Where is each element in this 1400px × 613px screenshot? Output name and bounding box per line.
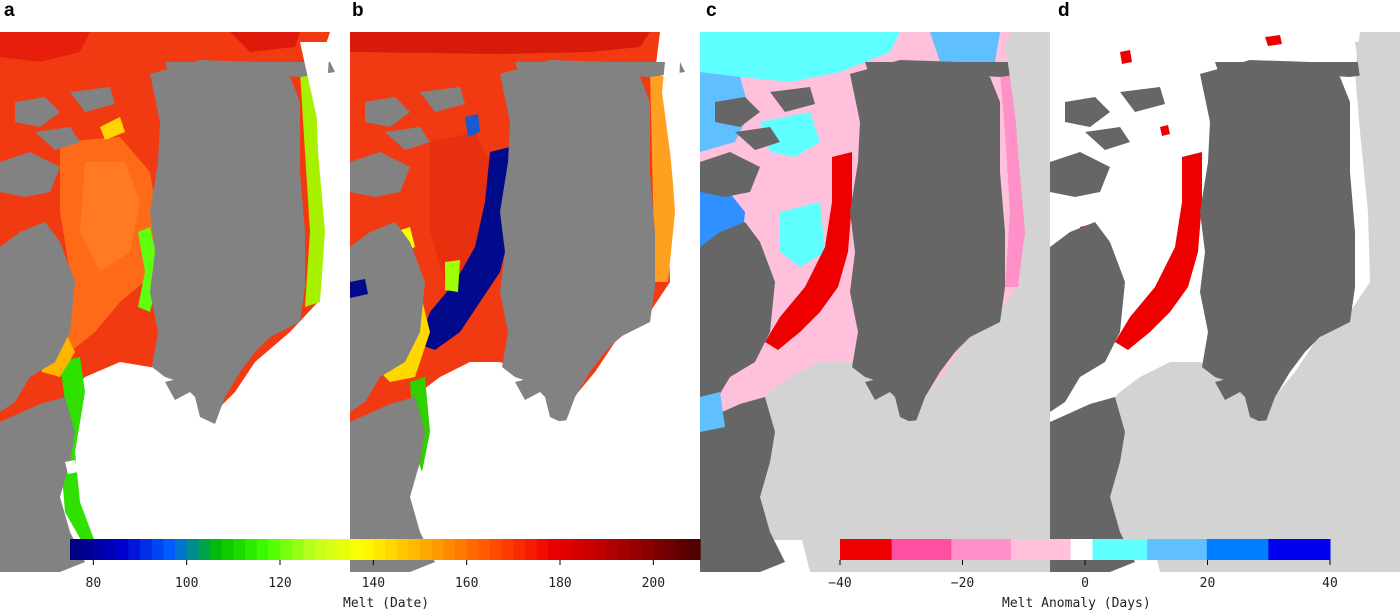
colorbar-date-label: Melt (Date) — [343, 596, 430, 611]
colorbar-date-tick-label: 120 — [268, 576, 292, 591]
colorbar-anomaly-segment — [891, 539, 952, 560]
colorbar-date-segment — [70, 539, 83, 560]
colorbar-date-tick-label: 160 — [454, 576, 479, 591]
colorbar-date-segment — [116, 539, 129, 560]
colorbar-date-segment — [583, 539, 596, 560]
colorbar-date-segment — [221, 539, 234, 560]
panel-label-c: c — [706, 0, 717, 21]
colorbar-date-segment — [665, 539, 678, 560]
colorbar-date-segment — [560, 539, 573, 560]
colorbar-date-segment — [210, 539, 223, 560]
colorbar-date-segment — [291, 539, 304, 560]
colorbar-date-segment — [151, 539, 164, 560]
colorbar-date-segment — [571, 539, 584, 560]
colorbar-anomaly-segment — [1268, 539, 1331, 560]
colorbar-date-tick-label: 180 — [548, 576, 572, 591]
colorbar-date-segment — [163, 539, 176, 560]
colorbar-date-segment — [373, 539, 386, 560]
colorbar-date-segment — [525, 539, 538, 560]
colorbar-date-segment — [361, 539, 374, 560]
colorbar-date-segment — [641, 539, 654, 560]
colorbar-date-segment — [630, 539, 643, 560]
colorbar-melt-date — [70, 539, 701, 565]
colorbar-date-segment — [350, 539, 363, 560]
panel-label-a: a — [4, 0, 15, 21]
colorbar-anomaly-segment — [1206, 539, 1269, 560]
colorbar-date-segment — [455, 539, 468, 560]
colorbar-anomaly-tick-label: −20 — [950, 576, 975, 591]
panel-a-map — [0, 32, 350, 572]
colorbar-date-segment — [676, 539, 689, 560]
colorbar-anomaly-tick-label: 20 — [1199, 576, 1216, 591]
colorbar-date-segment — [490, 539, 503, 560]
colorbar-anomaly-segment — [840, 539, 893, 560]
panel-label-b: b — [352, 0, 364, 21]
colorbar-anomaly-segment — [1070, 539, 1093, 560]
panel-d-map — [1050, 32, 1400, 572]
colorbar-date-segment — [175, 539, 188, 560]
colorbar-date-segment — [408, 539, 421, 560]
colorbar-anomaly-tick-label: −40 — [828, 576, 852, 591]
colorbar-date-segment — [385, 539, 398, 560]
colorbar-date-segment — [396, 539, 409, 560]
colorbar-date-segment — [256, 539, 269, 560]
colorbar-anomaly-label: Melt Anomaly (Days) — [1002, 596, 1151, 611]
panel-b-map — [350, 32, 700, 572]
colorbar-date-tick-label: 200 — [641, 576, 666, 591]
colorbar-date-segment — [186, 539, 199, 560]
colorbar-date-segment — [513, 539, 526, 560]
panel-c-map — [700, 32, 1050, 572]
colorbar-date-segment — [478, 539, 491, 560]
colorbar-date-tick-label: 140 — [361, 576, 386, 591]
colorbar-date-segment — [198, 539, 211, 560]
colorbar-date-segment — [128, 539, 141, 560]
colorbar-date-segment — [466, 539, 479, 560]
colorbar-date-segment — [140, 539, 153, 560]
colorbar-anomaly-segment — [1092, 539, 1148, 560]
colorbar-date-segment — [653, 539, 666, 560]
colorbar-anomaly-tick-label: 40 — [1322, 576, 1338, 591]
colorbar-melt-anomaly — [839, 539, 1331, 565]
colorbar-date-segment — [268, 539, 281, 560]
colorbar-date-segment — [548, 539, 561, 560]
colorbar-date-segment — [338, 539, 351, 560]
colorbar-date-segment — [81, 539, 94, 560]
colorbar-date-segment — [501, 539, 514, 560]
colorbar-anomaly-segment — [1147, 539, 1208, 560]
colorbar-anomaly-segment — [951, 539, 1012, 560]
colorbar-date-segment — [245, 539, 258, 560]
colorbar-date-tick-label: 100 — [174, 576, 199, 591]
colorbar-date-segment — [595, 539, 608, 560]
colorbar-date-segment — [443, 539, 456, 560]
colorbar-date-segment — [315, 539, 328, 560]
colorbar-date-segment — [233, 539, 246, 560]
colorbar-date-segment — [303, 539, 316, 560]
colorbar-date-segment — [326, 539, 339, 560]
colorbar-date-segment — [536, 539, 549, 560]
colorbar-anomaly-tick-label: 0 — [1081, 576, 1089, 591]
colorbar-date-segment — [618, 539, 631, 560]
colorbar-date-tick-label: 80 — [85, 576, 102, 591]
colorbar-date-segment — [280, 539, 293, 560]
colorbar-date-segment — [606, 539, 619, 560]
colorbar-date-segment — [431, 539, 444, 560]
colorbar-anomaly-segment — [1010, 539, 1072, 560]
colorbar-date-segment — [688, 539, 701, 560]
panel-label-d: d — [1058, 0, 1070, 21]
colorbar-date-segment — [420, 539, 433, 560]
colorbar-date-segment — [93, 539, 106, 560]
colorbar-date-segment — [105, 539, 118, 560]
